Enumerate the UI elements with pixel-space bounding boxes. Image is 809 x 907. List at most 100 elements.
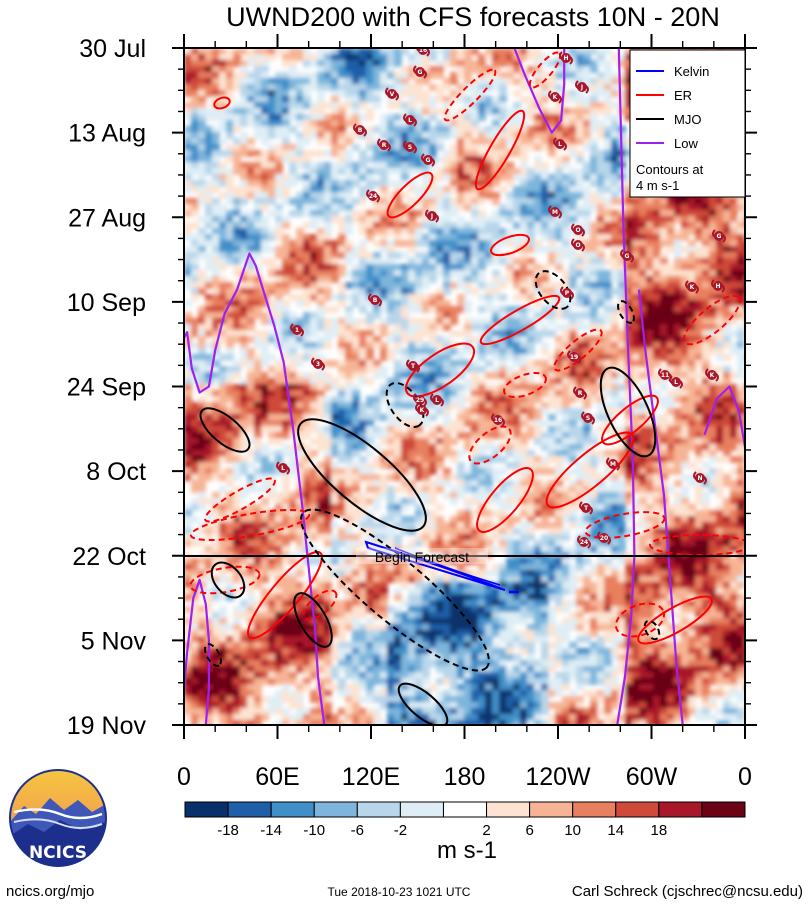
mjo-contour-26 <box>297 418 427 532</box>
mjo-contour-36 <box>617 300 635 324</box>
colorbar-swatch-8 <box>486 801 531 818</box>
colorbar-swatch-7 <box>442 801 488 818</box>
legend-note-line1: Contours at <box>636 162 704 177</box>
er-contour-11 <box>213 96 231 110</box>
wind-anomaly-shading <box>184 48 745 725</box>
colorbar-swatch-10 <box>572 801 617 818</box>
chart-title: UWND200 with CFS forecasts 10N - 20N <box>226 2 720 32</box>
ncics-logo: NCICS <box>9 769 107 867</box>
storm-symbol-26: J <box>425 209 439 223</box>
storm-symbol-25: G <box>620 249 634 263</box>
storm-symbol-8: G <box>421 153 435 167</box>
storm-label-35: 24 <box>580 539 588 546</box>
er-contour-7 <box>476 467 534 533</box>
mjo-contour-25 <box>199 407 251 453</box>
storm-label-27: H <box>715 283 720 290</box>
y-axis: 30 Jul 13 Aug 27 Aug 10 Sep 24 Sep 8 Oct 22 Oc… <box>67 35 757 740</box>
forecast-start-label: Begin Forecast <box>375 549 469 565</box>
er-contour-22 <box>614 602 666 638</box>
legend-label-low: Low <box>674 136 698 151</box>
footer-credit: Carl Schreck (cjschrec@ncsu.edu) <box>572 883 803 900</box>
storm-label-19: H <box>563 55 568 62</box>
storm-label-41: G <box>717 233 722 240</box>
storm-symbol-17: K <box>415 403 429 417</box>
colorbar-label-1: -18 <box>217 822 239 839</box>
low-contour-1 <box>184 252 326 725</box>
storm-label-32: 16 <box>494 417 502 424</box>
colorbar-swatch-6 <box>399 801 444 818</box>
storm-label-22: L <box>558 141 562 148</box>
x-tick-label-6: 60W <box>626 763 678 791</box>
storm-symbol-12: 1 <box>290 323 304 337</box>
low-contour-6 <box>703 385 745 448</box>
logo-text: NCICS <box>29 843 87 863</box>
y-tick-label-9: 19 Nov <box>67 712 147 740</box>
x-tick-label-5: 120W <box>525 763 591 791</box>
storm-label-26: J <box>430 213 433 220</box>
colorbar-swatch-9 <box>529 801 574 818</box>
x-tick-label-4: 180 <box>444 763 486 791</box>
er-contour-19 <box>189 508 311 542</box>
storm-label-6: R <box>382 142 387 149</box>
colorbar-label-9: 14 <box>607 822 624 839</box>
storm-label-34: T <box>584 505 589 512</box>
colorbar-label-6: 2 <box>482 822 490 839</box>
colorbar-label-2: -14 <box>260 822 282 839</box>
er-contour-20 <box>584 511 666 539</box>
storm-label-25: G <box>625 253 630 260</box>
colorbar-label-8: 10 <box>564 822 581 839</box>
y-tick-label-8: 5 Nov <box>81 627 147 655</box>
storm-symbol-34: T <box>579 501 593 515</box>
storm-symbol-32: 16 <box>491 413 505 427</box>
storm-symbol-16: L <box>430 393 444 407</box>
storm-symbol-28: P <box>560 286 574 300</box>
storm-symbol-33: M <box>606 457 620 471</box>
storm-symbol-11: B <box>368 293 382 307</box>
legend: Kelvin ER MJO Low Contours at 4 m s-1 <box>629 49 746 198</box>
storm-label-15: 29 <box>416 397 424 404</box>
storm-label-33: M <box>610 461 616 468</box>
legend-box <box>629 49 746 198</box>
colorbar-label-7: 6 <box>525 822 533 839</box>
storm-label-9: 24 <box>369 193 377 200</box>
storm-label-12: 1 <box>295 327 299 334</box>
storm-label-31: S <box>586 415 590 422</box>
colorbar-swatch-5 <box>356 801 401 818</box>
storm-label-8: G <box>426 157 431 164</box>
colorbar-swatch-1 <box>184 801 229 818</box>
storm-label-3: V <box>390 91 395 98</box>
mjo-contour-35 <box>643 619 661 641</box>
storm-symbol-35: 24 <box>577 535 591 549</box>
x-tick-label-2: 60E <box>255 763 299 791</box>
storm-label-21: J <box>580 84 583 91</box>
storm-label-1: 16 <box>419 47 427 54</box>
mjo-contour-33 <box>300 508 490 672</box>
footer-timestamp: Tue 2018-10-23 1021 UTC <box>328 885 471 899</box>
storm-symbol-10: O <box>571 223 585 237</box>
legend-label-mjo: MJO <box>674 112 701 127</box>
storm-symbol-29: 19 <box>567 350 581 364</box>
y-tick-label-7: 22 Oct <box>72 543 146 571</box>
storm-label-10: O <box>575 227 580 234</box>
storm-symbol-39: K <box>705 368 719 382</box>
storm-label-40: N <box>697 475 702 482</box>
y-tick-label-3: 27 Aug <box>68 204 146 232</box>
x-tick-label-3: 120E <box>342 763 400 791</box>
colorbar-swatch-11 <box>615 801 660 818</box>
storm-label-38: L <box>674 379 678 386</box>
er-contour-1 <box>474 109 526 191</box>
er-contour-2 <box>386 171 434 219</box>
er-contour-17 <box>553 328 603 372</box>
mjo-contour-32 <box>534 270 572 310</box>
storm-label-13: 3 <box>316 361 320 368</box>
mjo-contour-27 <box>599 366 657 458</box>
storm-label-36: 20 <box>600 535 608 542</box>
storm-symbol-30: R <box>573 386 587 400</box>
storm-symbol-19: H <box>559 51 573 65</box>
colorbar-label-10: 18 <box>651 822 668 839</box>
storm-label-2: G <box>418 69 423 76</box>
er-contour-10 <box>637 595 713 645</box>
storm-symbol-41: G <box>712 229 726 243</box>
storm-symbol-31: S <box>581 411 595 425</box>
